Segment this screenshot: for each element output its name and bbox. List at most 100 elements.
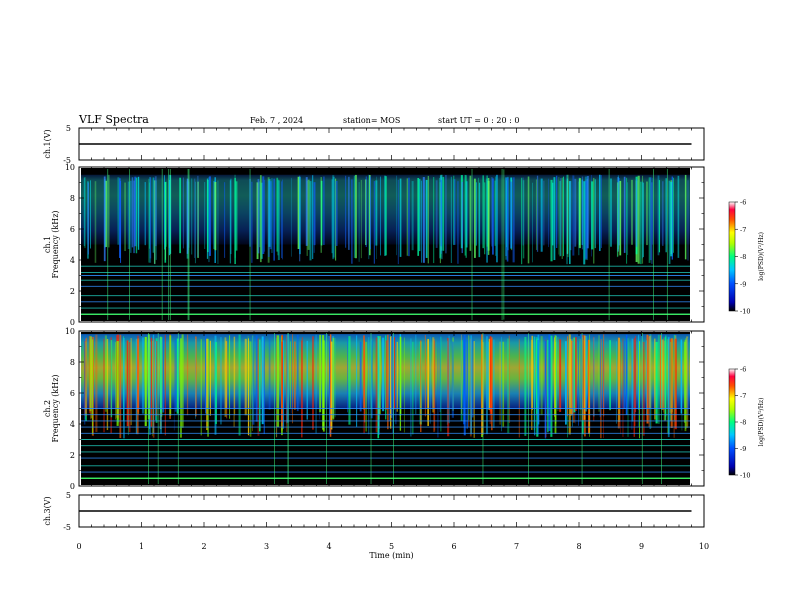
spheric-streak <box>578 178 581 249</box>
spheric-streak <box>499 341 501 425</box>
x-tick-label: 8 <box>576 542 581 551</box>
spheric-streak <box>365 176 367 247</box>
x-axis-label: Time (min) <box>369 551 413 560</box>
spheric-streak <box>182 177 184 249</box>
spheric-streak <box>502 341 505 427</box>
spheric-streak <box>420 340 422 433</box>
y-tick-label: 2 <box>70 287 75 296</box>
spheric-streak <box>663 337 665 413</box>
spheric-streak <box>412 341 414 435</box>
spheric-streak <box>368 175 371 256</box>
spheric-streak <box>447 337 450 437</box>
spheric-streak <box>85 338 87 414</box>
spheric-streak <box>244 338 247 416</box>
spheric-streak <box>673 177 674 253</box>
spheric-streak <box>331 179 333 254</box>
spheric-streak <box>623 340 626 409</box>
spheric-streak <box>593 177 595 264</box>
colorbar-gradient <box>728 368 736 476</box>
spheric-streak <box>360 179 362 259</box>
spheric-streak <box>353 175 355 258</box>
spheric-streak <box>315 334 317 434</box>
spheric-streak <box>475 182 477 246</box>
spheric-streak <box>457 181 459 264</box>
spheric-streak <box>123 338 125 439</box>
ch1-colorbar: -6 -7 -8 -9 -10 log(PSD)(V²/Hz) <box>728 199 765 316</box>
spheric-streak <box>173 340 175 431</box>
spheric-streak <box>589 334 590 437</box>
spheric-streak <box>123 336 124 422</box>
spheric-streak <box>524 336 527 436</box>
spheric-streak <box>646 334 649 424</box>
spheric-streak <box>567 336 568 417</box>
spheric-streak <box>127 340 129 436</box>
spheric-streak <box>654 338 656 420</box>
spheric-streak <box>322 340 325 432</box>
spheric-streak <box>411 181 414 251</box>
spheric-streak <box>468 335 470 420</box>
spheric-streak <box>259 181 261 248</box>
station-label: station= MOS <box>343 116 400 125</box>
spheric-streak <box>686 336 689 428</box>
spheric-streak <box>437 338 439 438</box>
spheric-streak <box>670 338 673 429</box>
spheric-streak <box>135 177 138 254</box>
spheric-streak <box>506 177 509 262</box>
spheric-streak <box>92 339 94 435</box>
spheric-streak <box>617 175 619 250</box>
spheric-streak <box>399 178 402 257</box>
spheric-streak <box>522 180 525 259</box>
spheric-streak <box>427 338 429 426</box>
spheric-streak <box>667 339 669 434</box>
spheric-streak <box>534 336 536 436</box>
spheric-streak <box>493 339 495 429</box>
spheric-streak <box>572 338 573 427</box>
spheric-streak <box>558 176 560 255</box>
spheric-streak <box>126 340 129 427</box>
spheric-streak <box>432 337 435 413</box>
spheric-streak <box>470 335 472 435</box>
spheric-streak <box>583 335 586 420</box>
spheric-streak <box>532 182 533 263</box>
spheric-streak <box>263 336 265 435</box>
spheric-streak <box>282 340 285 429</box>
spheric-streak <box>275 337 278 438</box>
spheric-streak <box>620 342 622 435</box>
spheric-streak <box>393 337 396 410</box>
spheric-streak <box>510 181 512 249</box>
spheric-streak <box>559 339 562 412</box>
spheric-streak <box>550 335 553 437</box>
spheric-streak <box>494 180 496 246</box>
spheric-streak <box>635 179 638 247</box>
spheric-streak <box>205 335 207 414</box>
spheric-streak <box>674 338 677 430</box>
spheric-streak <box>481 334 483 435</box>
spheric-streak <box>396 341 398 412</box>
spheric-streak <box>572 175 575 256</box>
y-tick-label: 8 <box>70 358 75 367</box>
spheric-streak <box>594 179 596 249</box>
spheric-streak <box>450 176 452 264</box>
spheric-streak <box>536 175 539 252</box>
spheric-streak <box>251 181 253 263</box>
spheric-streak <box>255 335 258 422</box>
spheric-streak <box>396 175 398 256</box>
spheric-streak <box>546 340 549 433</box>
spheric-streak <box>387 334 389 430</box>
x-tick-label: 3 <box>264 542 269 551</box>
spheric-streak <box>432 177 435 264</box>
spheric-streak <box>578 340 579 426</box>
spheric-streak <box>268 337 271 410</box>
figure-title: VLF Spectra <box>78 113 149 126</box>
spheric-streak <box>429 336 431 424</box>
spheric-streak <box>579 338 581 421</box>
spheric-streak <box>460 334 462 415</box>
y-tick-label: 8 <box>70 194 75 203</box>
spheric-streak <box>194 181 196 264</box>
y-axis-label: ch.1 <box>43 236 52 253</box>
spheric-streak <box>379 335 381 415</box>
spheric-streak <box>491 337 493 431</box>
spheric-streak <box>260 182 263 259</box>
ch2-colorbar: -6 -7 -8 -9 -10 log(PSD)(V²/Hz) <box>728 366 765 480</box>
spheric-streak <box>305 177 308 246</box>
